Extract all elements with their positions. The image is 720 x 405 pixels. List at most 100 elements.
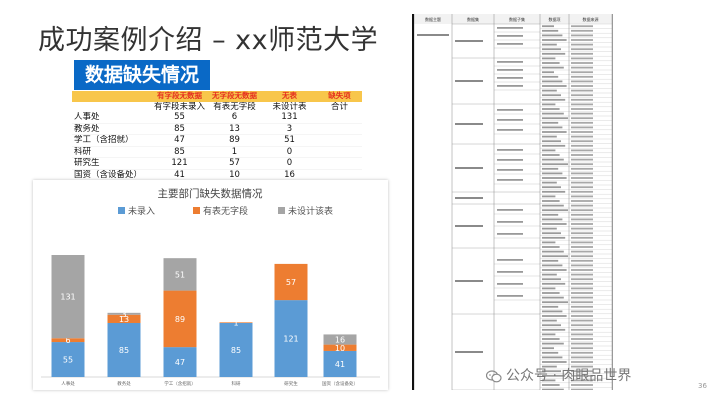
value-cell: 57 bbox=[207, 157, 262, 170]
value-cell bbox=[317, 112, 362, 124]
data-label: 10 bbox=[335, 344, 345, 353]
chart-title: 主要部门缺失数据情况 bbox=[158, 187, 263, 200]
value-cell: 55 bbox=[152, 112, 207, 124]
category-tick-label: 科研 bbox=[232, 380, 241, 387]
dept-cell: 科研 bbox=[72, 146, 152, 158]
spec-text-stub bbox=[571, 223, 593, 225]
spec-text-stub bbox=[542, 190, 566, 193]
spec-text-stub bbox=[497, 109, 523, 111]
spec-text-stub bbox=[497, 149, 523, 151]
spec-text-stub bbox=[542, 324, 561, 327]
category-tick-label: 研究生 bbox=[284, 380, 298, 387]
spec-text-stub bbox=[542, 62, 560, 64]
spec-text-stub bbox=[571, 241, 593, 244]
spec-text-stub bbox=[497, 169, 523, 171]
spec-text-stub bbox=[571, 269, 593, 271]
spec-text-stub bbox=[571, 218, 593, 221]
spec-text-stub bbox=[497, 43, 523, 45]
spec-text-stub bbox=[455, 197, 483, 199]
spec-text-stub bbox=[497, 85, 523, 87]
spec-text-stub bbox=[571, 144, 593, 147]
spec-text-stub bbox=[542, 227, 557, 230]
spec-text-stub bbox=[571, 62, 593, 64]
spec-text-stub bbox=[571, 236, 593, 239]
spec-text-stub bbox=[571, 328, 593, 331]
spec-text-stub bbox=[542, 112, 564, 115]
legend-swatch bbox=[118, 207, 125, 214]
spec-text-stub bbox=[571, 108, 593, 110]
spec-text-stub bbox=[542, 135, 557, 138]
spec-text-stub bbox=[455, 167, 483, 169]
spec-text-stub bbox=[542, 172, 563, 175]
spec-text-stub bbox=[571, 71, 593, 74]
spec-text-stub bbox=[542, 103, 556, 106]
spec-text-stub bbox=[542, 57, 556, 60]
spec-text-stub bbox=[571, 250, 593, 253]
bar-segment bbox=[107, 322, 141, 377]
bar-segment bbox=[51, 342, 85, 377]
data-label: 55 bbox=[63, 356, 73, 365]
spec-text-stub bbox=[455, 40, 483, 42]
spec-text-stub bbox=[497, 209, 523, 211]
value-cell: 16 bbox=[262, 169, 317, 181]
spec-text-stub bbox=[542, 365, 557, 368]
value-cell bbox=[317, 123, 362, 135]
page-number: 36 bbox=[698, 382, 707, 390]
top-header-cell: 有字段无数据 bbox=[152, 91, 207, 102]
value-cell bbox=[317, 157, 362, 170]
data-label: 131 bbox=[60, 293, 75, 302]
spec-text-stub bbox=[542, 342, 564, 345]
data-label: 57 bbox=[286, 278, 296, 287]
data-label: 13 bbox=[119, 315, 129, 324]
header-blank bbox=[72, 91, 152, 102]
spec-text-stub bbox=[542, 108, 560, 110]
spec-text-stub bbox=[571, 149, 593, 152]
spec-text-stub bbox=[571, 379, 593, 382]
spec-text-stub bbox=[571, 154, 593, 156]
data-label: 6 bbox=[65, 336, 70, 345]
spec-text-stub bbox=[542, 126, 563, 129]
spec-text-stub bbox=[455, 225, 483, 227]
spec-text-stub bbox=[571, 89, 593, 92]
value-cell: 131 bbox=[262, 112, 317, 124]
spec-text-stub bbox=[497, 35, 523, 37]
bar-segment bbox=[163, 347, 197, 377]
missing-data-table: 有字段无数据 无字段无数据 无表 缺失项 有字段未录入 有表无字段 未设计表 合计 人事处 55 6… bbox=[72, 91, 362, 181]
spec-text-stub bbox=[571, 333, 593, 336]
spec-text-stub bbox=[542, 144, 566, 147]
spec-text-stub bbox=[542, 361, 567, 363]
spec-text-stub bbox=[542, 121, 559, 124]
spec-text-stub bbox=[571, 347, 593, 350]
spec-text-stub bbox=[571, 319, 593, 322]
spec-text-stub bbox=[542, 319, 557, 322]
spec-text-stub bbox=[571, 158, 593, 161]
data-label: 85 bbox=[119, 346, 129, 355]
data-label: 121 bbox=[283, 335, 298, 344]
spec-text-stub bbox=[571, 246, 593, 248]
spec-text-stub bbox=[542, 140, 561, 143]
data-spec-document: 数据主题 数据集 数据子集 数据项 数据来源 bbox=[412, 14, 613, 390]
spec-text-stub bbox=[571, 39, 593, 41]
spec-header-cell: 数据来源 bbox=[583, 16, 599, 22]
category-tick-label: 人事处 bbox=[61, 380, 75, 387]
spec-text-stub bbox=[571, 80, 593, 83]
spec-text-stub bbox=[571, 57, 593, 60]
spec-text-stub bbox=[542, 25, 554, 28]
value-cell: 10 bbox=[207, 169, 262, 181]
spec-text-stub bbox=[455, 280, 483, 282]
spec-text-stub bbox=[571, 374, 593, 377]
spec-text-stub bbox=[571, 34, 593, 37]
bar-segment bbox=[163, 290, 197, 348]
value-cell bbox=[317, 146, 362, 158]
table-row: 研究生 121 57 0 bbox=[72, 157, 362, 170]
data-label: 1 bbox=[233, 319, 238, 328]
value-cell: 0 bbox=[262, 146, 317, 158]
data-label: 51 bbox=[175, 270, 185, 279]
dept-cell: 国资（含设备处） bbox=[72, 169, 152, 181]
spec-text-stub bbox=[571, 273, 593, 276]
spec-text-stub bbox=[497, 77, 523, 79]
spec-header-cell: 数据项 bbox=[549, 16, 561, 22]
spec-text-stub bbox=[571, 43, 593, 46]
spec-text-stub bbox=[542, 384, 560, 386]
dept-cell: 研究生 bbox=[72, 157, 152, 170]
